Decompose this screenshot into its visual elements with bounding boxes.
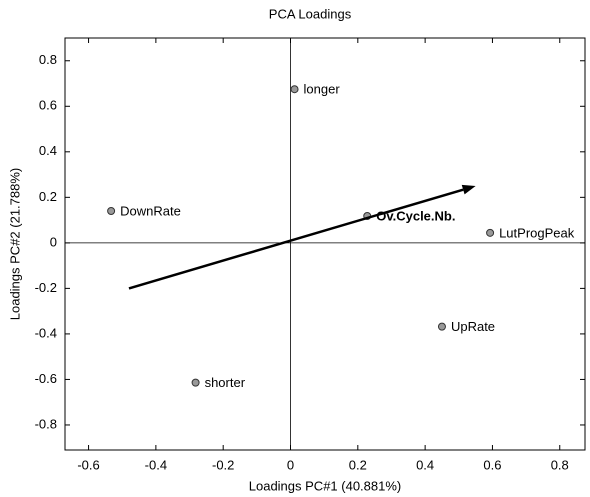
point-label: shorter — [205, 375, 246, 390]
x-tick-label: -0.4 — [145, 457, 167, 472]
point-label: UpRate — [451, 319, 495, 334]
chart-title: PCA Loadings — [269, 6, 352, 21]
y-tick-label: -0.8 — [35, 416, 57, 431]
y-tick-label: -0.4 — [35, 325, 57, 340]
x-axis-label: Loadings PC#1 (40.881%) — [249, 478, 402, 493]
x-tick-label: -0.6 — [77, 457, 99, 472]
x-tick-label: 0.6 — [483, 457, 501, 472]
point-label: longer — [304, 82, 341, 97]
arrow-head — [461, 184, 476, 195]
y-tick-label: 0.8 — [39, 52, 57, 67]
point-label: LutProgPeak — [499, 225, 575, 240]
y-axis-label: Loadings PC#2 (21.788%) — [7, 168, 22, 321]
point — [437, 322, 446, 331]
point-label: DownRate — [120, 203, 181, 218]
arrow-shaft — [128, 188, 464, 290]
x-tick-label: 0 — [287, 457, 294, 472]
point — [191, 378, 200, 387]
x-tick-label: 0.2 — [349, 457, 367, 472]
y-tick-label: -0.6 — [35, 371, 57, 386]
point-label: Ov.Cycle.Nb. — [376, 208, 455, 223]
y-tick-label: 0.6 — [39, 98, 57, 113]
point — [486, 228, 495, 237]
y-tick-label: -0.2 — [35, 280, 57, 295]
point — [290, 85, 299, 94]
x-tick-label: -0.2 — [212, 457, 234, 472]
y-tick-label: 0 — [50, 234, 57, 249]
x-tick-label: 0.8 — [551, 457, 569, 472]
y-tick-label: 0.4 — [39, 143, 57, 158]
x-tick-label: 0.4 — [416, 457, 434, 472]
plot-frame — [64, 37, 586, 451]
point — [107, 206, 116, 215]
y-tick-label: 0.2 — [39, 189, 57, 204]
